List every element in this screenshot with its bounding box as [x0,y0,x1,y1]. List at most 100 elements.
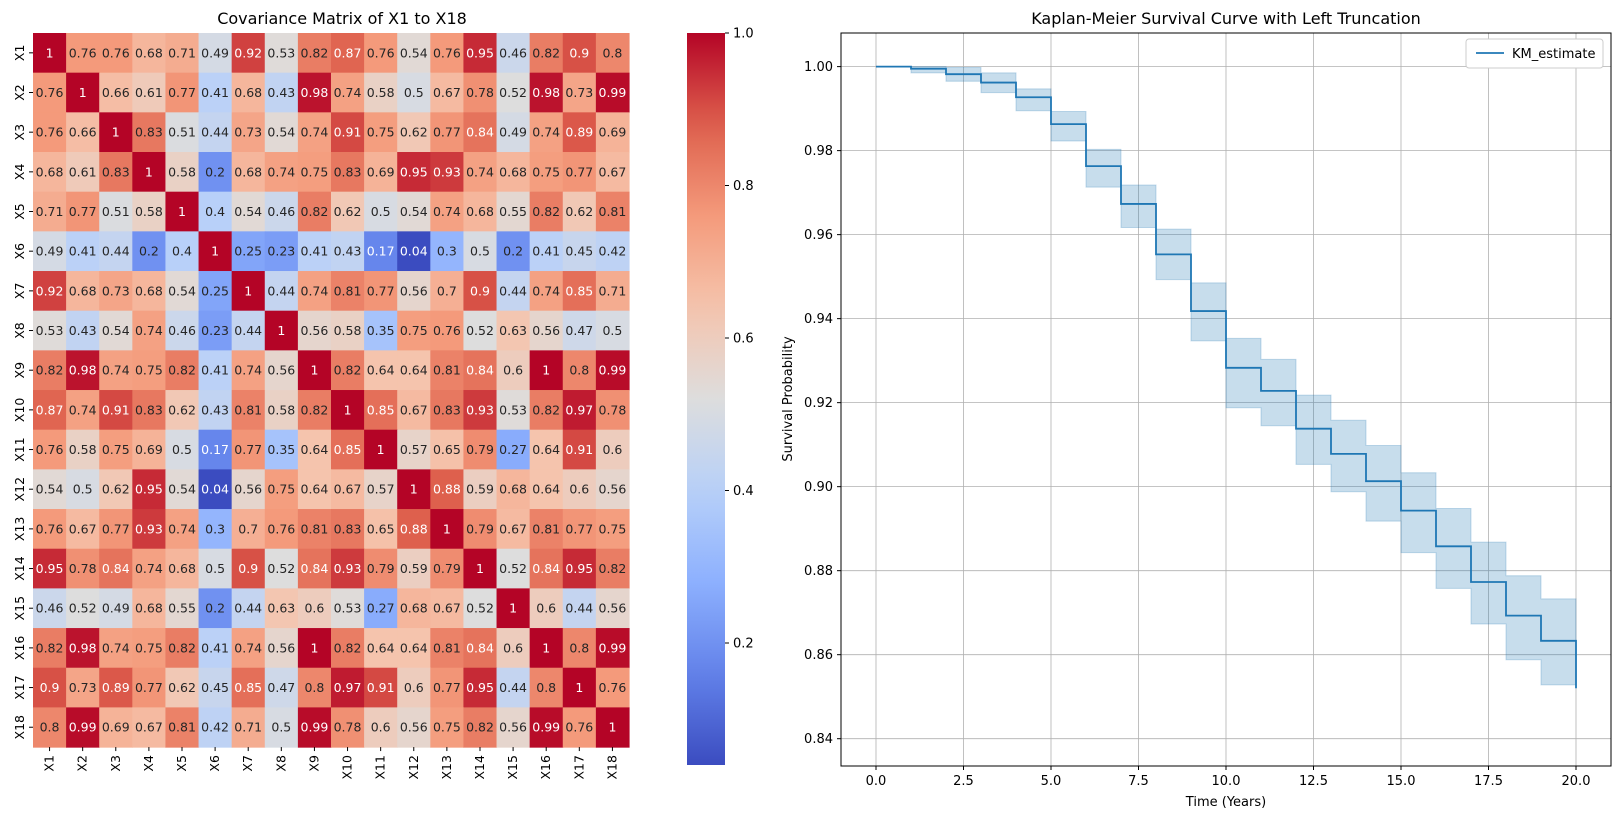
heatmap-cell-label: 0.76 [36,85,64,100]
heatmap-cell [66,350,100,391]
heatmap-cell-label: 0.5 [404,85,424,100]
heatmap-cell-label: 0.52 [499,85,527,100]
heatmap-cell-label: 0.43 [267,85,295,100]
heatmap-cell-label: 0.23 [201,323,229,338]
heatmap-cell [132,469,167,510]
heatmap-cell-label: 0.4 [172,244,192,259]
heatmap-cell-label: 1 [476,561,484,576]
heatmap-cell [198,112,233,153]
heatmap-cell-label: 0.5 [602,323,622,338]
km-grid [841,33,1611,766]
km-y-tick-label: 0.84 [804,732,833,747]
heatmap-cell [231,271,266,312]
heatmap-cell [364,469,398,510]
heatmap-cell-label: 0.66 [102,85,130,100]
heatmap-cell [595,152,630,193]
heatmap-cell-label: 0.74 [433,204,461,219]
heatmap-cell-label: 0.2 [139,244,159,259]
heatmap-cell [198,271,233,312]
heatmap-cell [496,152,531,193]
heatmap-cell-label: 0.74 [466,164,494,179]
heatmap-cell-label: 0.25 [234,244,262,259]
heatmap-cell-label: 0.98 [532,85,560,100]
heatmap-cell [165,72,200,113]
heatmap-cell [529,191,564,232]
heatmap-cell-label: 0.99 [69,720,97,735]
heatmap-cell [33,588,67,629]
heatmap-cell-label: 0.42 [201,720,229,735]
heatmap-cell-label: 0.76 [36,125,64,140]
heatmap-cell-label: 0.71 [234,720,262,735]
heatmap-cell-label: 0.75 [367,125,395,140]
heatmap-cell-label: 0.79 [367,561,395,576]
heatmap-cell-label: 0.82 [168,363,196,378]
heatmap-cell [66,231,100,272]
heatmap-cell [297,350,332,391]
heatmap-cell-label: 0.58 [367,85,395,100]
heatmap-cell [231,509,266,550]
heatmap-cell-label: 0.58 [267,402,295,417]
heatmap-cell-label: 1 [112,125,120,140]
heatmap-cell [330,707,365,748]
heatmap-cell-label: 0.68 [499,164,527,179]
heatmap-cell-label: 0.46 [267,204,295,219]
heatmap-cell-label: 0.68 [234,164,262,179]
heatmap-cell-label: 0.75 [433,720,461,735]
heatmap-cell [496,112,531,153]
heatmap-cell [529,72,564,113]
heatmap-cell [463,707,498,748]
heatmap-cell [562,707,597,748]
heatmap-cell [364,588,398,629]
heatmap-cell-label: 0.66 [69,125,97,140]
heatmap-cell-label: 1 [542,640,550,655]
heatmap-cell [430,191,465,232]
heatmap-cell [364,350,398,391]
heatmap-cell [231,429,266,470]
heatmap-cell [264,310,299,351]
heatmap-cell-label: 0.74 [135,561,163,576]
heatmap-cell [99,152,133,193]
heatmap-cell-label: 0.74 [334,85,362,100]
heatmap-cell [463,152,498,193]
heatmap-cell [297,469,332,510]
heatmap-cell-label: 1 [178,204,186,219]
heatmap-cell [430,548,465,589]
heatmap-cell [562,191,597,232]
heatmap-cell [397,350,431,391]
heatmap-cells: 1 0.76 0.76 0.68 0.71 0.49 0.92 0.53 0.82 0.87 0.7… [33,33,630,748]
heatmap-cell-label: 0.59 [466,482,494,497]
heatmap-cell [132,350,167,391]
heatmap-cell-label: 0.49 [36,244,64,259]
heatmap-cell [132,310,167,351]
heatmap-cell-label: 0.52 [499,561,527,576]
heatmap-cell-label: 0.56 [234,482,262,497]
heatmap-cell-label: 0.76 [36,521,64,536]
heatmap-x-tick-label: X17 [571,755,586,779]
heatmap-cell-label: 0.77 [102,521,130,536]
heatmap-cell-label: 0.55 [168,601,196,616]
heatmap-cell [364,271,398,312]
heatmap-cell [562,429,597,470]
heatmap-cell-label: 1 [46,45,54,60]
heatmap-cell-label: 0.61 [135,85,163,100]
heatmap-cell [132,33,167,74]
heatmap-cell [364,152,398,193]
heatmap-cell-label: 0.44 [499,680,527,695]
heatmap-cell-label: 0.97 [565,402,593,417]
heatmap-cell [562,152,597,193]
heatmap-cell-label: 0.5 [470,244,490,259]
heatmap-cell [364,707,398,748]
heatmap-cell [297,548,332,589]
heatmap-cell-label: 0.6 [371,720,391,735]
heatmap-cell-label: 0.93 [433,164,461,179]
heatmap-cell [198,231,233,272]
heatmap-cell [165,707,200,748]
heatmap-cell-label: 0.44 [234,601,262,616]
heatmap-cell-label: 0.85 [234,680,262,695]
heatmap-cell-label: 0.85 [565,283,593,298]
heatmap-cell-label: 0.91 [367,680,395,695]
heatmap-cell-label: 0.41 [69,244,97,259]
heatmap-cell-label: 0.82 [36,363,64,378]
heatmap-cell-label: 0.77 [234,442,262,457]
heatmap-cell [132,667,167,708]
